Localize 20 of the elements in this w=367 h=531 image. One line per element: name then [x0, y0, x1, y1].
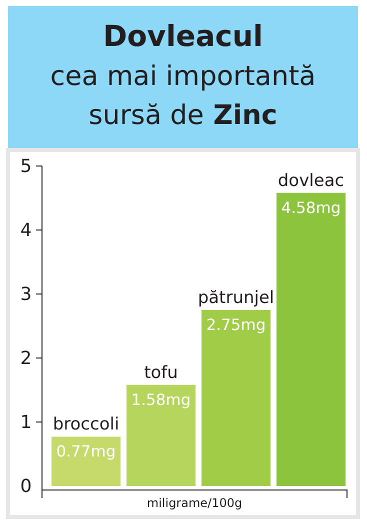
x-tick-label: dovleac: [278, 170, 344, 191]
chart-title: Dovleacul cea mai importantă sursă de Zinc: [50, 19, 316, 131]
x-tick-label: tofu: [144, 362, 178, 383]
x-tick-label: broccoli: [52, 414, 120, 435]
y-tick-label: 1: [20, 412, 32, 433]
bar: [202, 310, 270, 486]
y-tick-label: 5: [20, 156, 32, 177]
bar: [276, 192, 346, 486]
y-tick-label: 0: [20, 476, 32, 497]
data-label: 2.75mg: [206, 316, 266, 334]
x-axis-title: miligrame/100g: [146, 496, 242, 510]
x-tick-label: pătrunjel: [198, 288, 274, 308]
y-tick-label: 4: [20, 220, 32, 241]
data-label: 1.58mg: [131, 390, 191, 409]
y-tick-label: 2: [20, 348, 32, 369]
bar: [126, 384, 196, 486]
data-label: 4.58mg: [281, 198, 341, 217]
y-tick-label: 3: [20, 284, 32, 305]
data-label: 0.77mg: [56, 442, 116, 461]
bar: [52, 436, 120, 486]
